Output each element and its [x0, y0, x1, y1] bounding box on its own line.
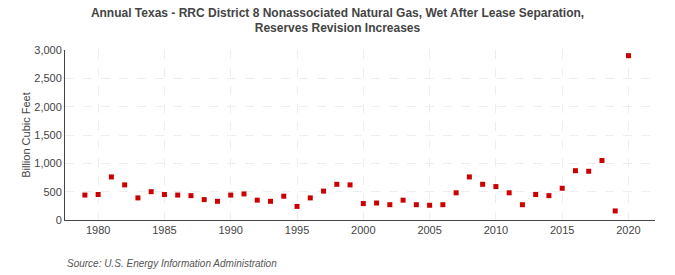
svg-text:2015: 2015: [550, 224, 574, 236]
svg-text:500: 500: [43, 186, 61, 198]
svg-text:1,000: 1,000: [34, 157, 62, 169]
svg-text:Source: U.S. Energy Informatio: Source: U.S. Energy Information Administ…: [67, 258, 277, 269]
svg-text:1985: 1985: [152, 224, 176, 236]
svg-text:2010: 2010: [484, 224, 508, 236]
svg-text:2020: 2020: [616, 224, 640, 236]
svg-text:2,500: 2,500: [34, 72, 62, 84]
svg-text:1,500: 1,500: [34, 129, 62, 141]
svg-text:Annual Texas - RRC District 8: Annual Texas - RRC District 8 Nonassocia…: [91, 6, 584, 36]
svg-text:2000: 2000: [351, 224, 375, 236]
svg-text:0: 0: [56, 214, 62, 226]
svg-text:1990: 1990: [218, 224, 242, 236]
svg-text:Billion Cubic Feet: Billion Cubic Feet: [20, 92, 32, 178]
svg-text:3,000: 3,000: [34, 44, 62, 56]
svg-text:2005: 2005: [417, 224, 441, 236]
svg-text:1995: 1995: [285, 224, 309, 236]
svg-text:2,000: 2,000: [34, 101, 62, 113]
svg-text:1980: 1980: [86, 224, 110, 236]
